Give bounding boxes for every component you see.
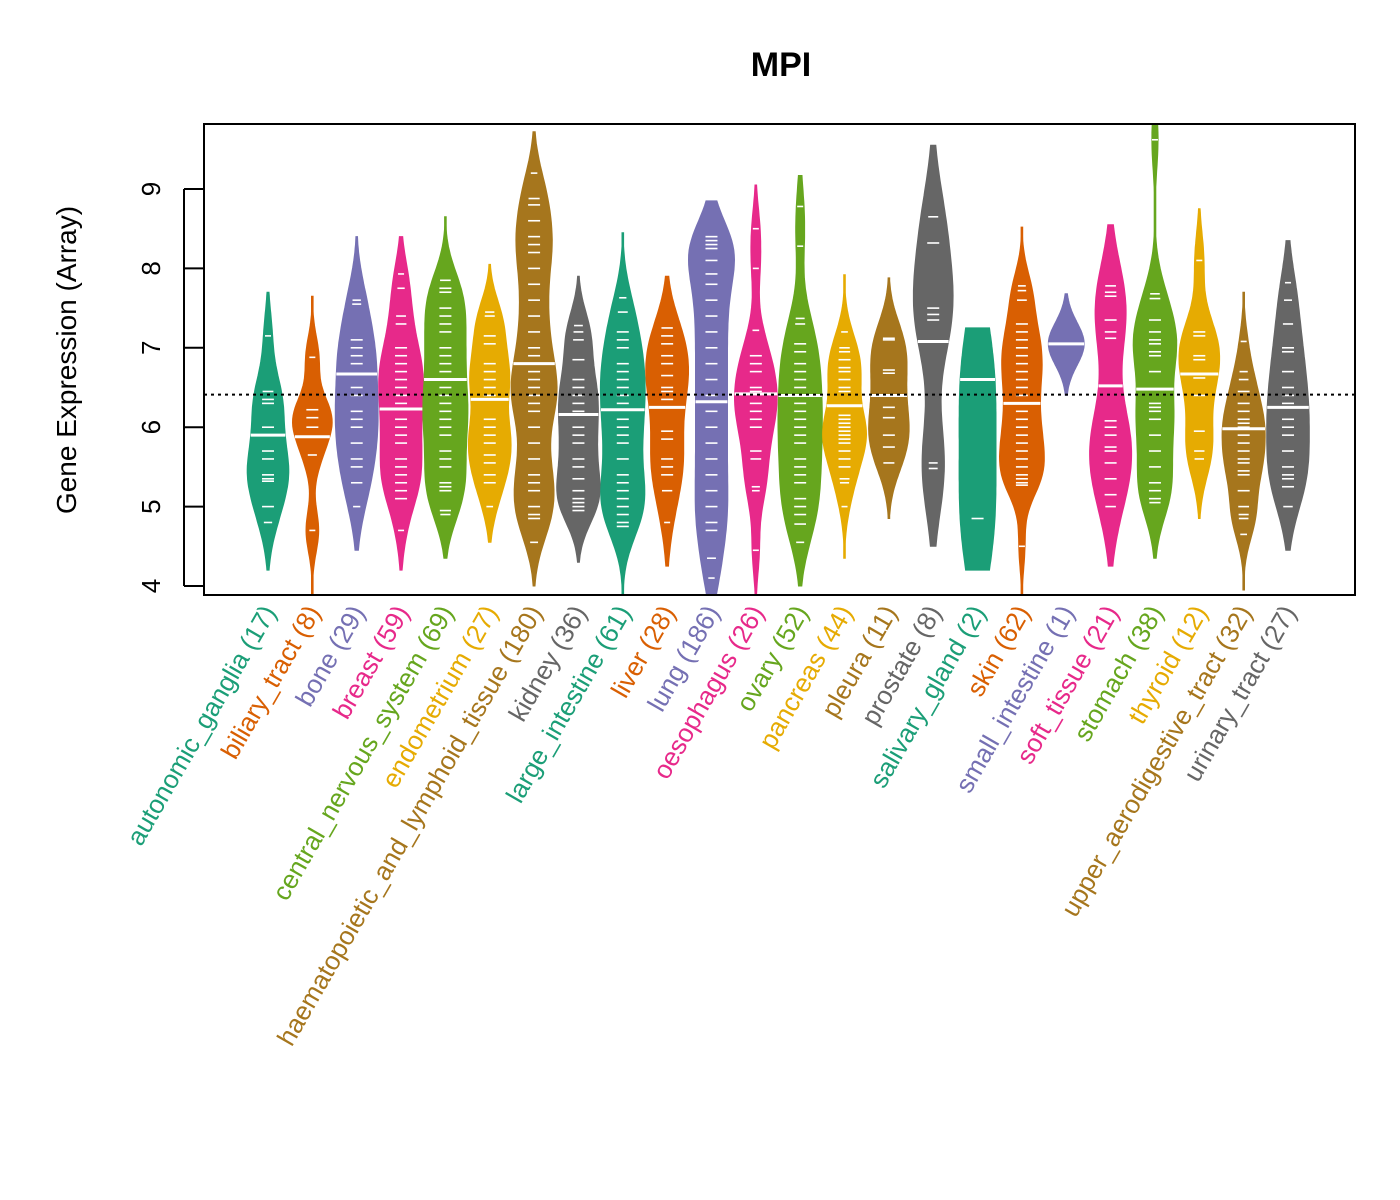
- y-axis-label: Gene Expression (Array): [51, 206, 82, 514]
- violin-small-intestine: [1047, 293, 1085, 396]
- violin-body: [1132, 124, 1178, 559]
- violin-bone: [334, 236, 379, 551]
- y-tick-label: 9: [136, 182, 166, 196]
- violin-body: [291, 295, 333, 595]
- violin-urinary-tract: [1266, 240, 1310, 551]
- violin-body: [599, 232, 646, 595]
- violin-stomach: [1132, 124, 1178, 559]
- violin-upper-aerodigestive-tract: [1221, 291, 1266, 591]
- violin-biliary-tract: [291, 295, 333, 595]
- violin-pancreas: [822, 274, 868, 559]
- violin-body: [777, 175, 823, 587]
- violin-body: [998, 226, 1045, 595]
- violin-body: [822, 274, 868, 559]
- violin-autonomic-ganglia: [246, 291, 290, 571]
- violin-body: [1089, 224, 1133, 567]
- x-axis-labels: autonomic_ganglia (17)biliary_tract (8)b…: [120, 600, 1302, 1051]
- violin-body: [645, 275, 689, 567]
- y-axis: 4 5 6 7 8 9: [136, 182, 204, 593]
- violin-body: [687, 200, 736, 595]
- violin-body: [467, 263, 512, 543]
- y-tick-label: 5: [136, 499, 166, 513]
- y-tick-label: 6: [136, 420, 166, 434]
- violin-soft-tissue: [1089, 224, 1133, 567]
- y-tick-label: 7: [136, 341, 166, 355]
- violin-oesophagus: [734, 184, 778, 595]
- chart-title: MPI: [751, 46, 811, 84]
- violin-haematopoietic-and-lymphoid-tissue: [510, 131, 558, 587]
- violin-skin: [998, 226, 1045, 595]
- plot-frame: [203, 123, 1356, 596]
- violin-body: [334, 236, 379, 551]
- violin-lung: [687, 200, 736, 595]
- violin-body: [868, 277, 910, 519]
- violin-body: [734, 184, 778, 595]
- violin-group: [246, 124, 1310, 595]
- violin-body: [912, 144, 954, 547]
- violin-thyroid: [1178, 208, 1221, 519]
- violin-body: [958, 327, 997, 571]
- violin-large-intestine: [599, 232, 646, 595]
- y-tick-label: 8: [136, 261, 166, 275]
- y-tick-label: 4: [136, 579, 166, 593]
- violin-central-nervous-system: [422, 216, 469, 559]
- violin-salivary-gland: [958, 327, 997, 571]
- violin-body: [556, 275, 601, 563]
- violin-kidney: [556, 275, 601, 563]
- violin-body: [246, 291, 290, 571]
- violin-breast: [378, 236, 424, 571]
- violin-body: [510, 131, 558, 587]
- violin-body: [1221, 291, 1266, 591]
- violin-liver: [645, 275, 689, 567]
- violin-pleura: [868, 277, 910, 519]
- violin-endometrium: [467, 263, 512, 543]
- violin-prostate: [912, 144, 954, 547]
- violin-ovary: [777, 175, 823, 587]
- violin-body: [1178, 208, 1221, 519]
